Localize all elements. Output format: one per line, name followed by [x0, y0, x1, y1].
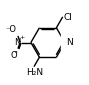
Text: '': '' [15, 50, 18, 56]
Text: +: + [19, 35, 25, 40]
Text: Cl: Cl [63, 13, 72, 22]
Text: O: O [10, 51, 17, 60]
Text: ⁻O: ⁻O [6, 25, 17, 34]
Text: N: N [14, 38, 21, 47]
Text: H₂N: H₂N [26, 68, 43, 77]
Text: N: N [66, 38, 73, 47]
